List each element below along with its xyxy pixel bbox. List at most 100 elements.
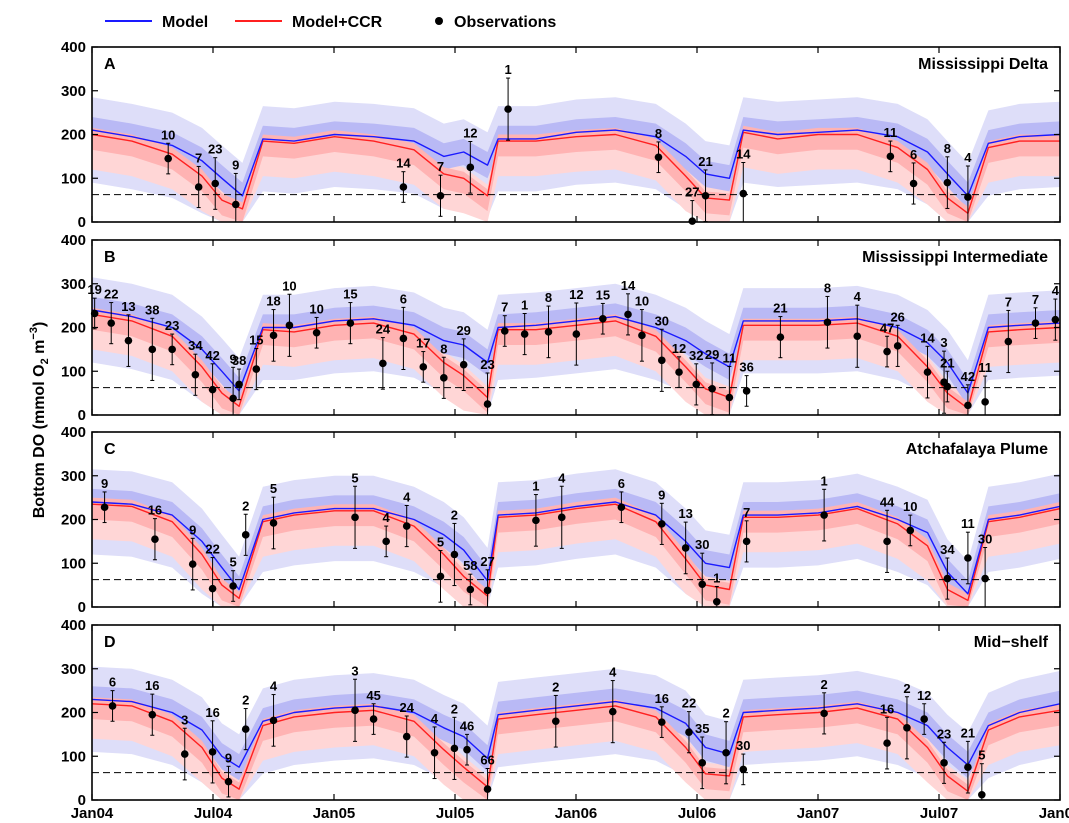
observation-count-label: 2 bbox=[242, 693, 249, 708]
observation-count-label: 8 bbox=[944, 141, 951, 156]
observation-count-label: 26 bbox=[890, 309, 904, 324]
observation-point bbox=[466, 585, 475, 594]
observation-point bbox=[229, 582, 237, 590]
observation-point bbox=[658, 718, 666, 726]
observation-count-label: 1 bbox=[504, 62, 511, 77]
observation-count-label: 6 bbox=[618, 476, 625, 491]
observation-point bbox=[483, 586, 492, 595]
observation-point bbox=[712, 597, 721, 606]
legend-label: Observations bbox=[454, 14, 556, 31]
panel-letter: C bbox=[104, 441, 116, 458]
observation-count-label: 15 bbox=[343, 287, 357, 302]
observation-point bbox=[379, 359, 387, 368]
observation-count-label: 4 bbox=[609, 665, 617, 680]
y-axis-label: Bottom DO (mmol O2 m−3) bbox=[28, 322, 51, 519]
observation-point bbox=[776, 333, 785, 341]
observation-count-label: 13 bbox=[121, 299, 135, 314]
observation-count-label: 16 bbox=[145, 678, 159, 693]
observation-count-label: 22 bbox=[104, 287, 118, 302]
observation-count-label: 24 bbox=[399, 700, 414, 715]
model-ccr-range-band-inner bbox=[92, 697, 1060, 800]
y-tick-label: 200 bbox=[61, 512, 86, 529]
observation-point bbox=[351, 706, 359, 715]
observation-count-label: 12 bbox=[672, 341, 686, 356]
observation-point bbox=[624, 310, 632, 319]
observation-count-label: 2 bbox=[451, 701, 458, 716]
observation-count-label: 7 bbox=[195, 150, 202, 165]
observation-count-label: 45 bbox=[366, 688, 380, 703]
observation-point bbox=[450, 744, 459, 753]
observation-point bbox=[208, 584, 217, 593]
observation-point bbox=[978, 790, 986, 799]
observation-count-label: 9 bbox=[232, 157, 239, 172]
y-tick-label: 0 bbox=[78, 599, 86, 616]
observation-count-label: 2 bbox=[242, 498, 249, 513]
observation-count-label: 5 bbox=[437, 535, 444, 550]
observation-count-label: 9 bbox=[101, 476, 108, 491]
observation-point bbox=[981, 574, 989, 583]
observation-count-label: 19 bbox=[87, 282, 101, 297]
observation-point bbox=[722, 748, 730, 757]
observation-point bbox=[608, 707, 617, 716]
panel-title: Atchafalaya Plume bbox=[906, 441, 1048, 458]
observation-point bbox=[500, 327, 509, 335]
panel-title: Mississippi Delta bbox=[918, 56, 1048, 73]
observation-point bbox=[886, 152, 895, 161]
model-line bbox=[92, 698, 1060, 768]
panel-letter: D bbox=[104, 634, 116, 651]
observation-count-label: 4 bbox=[558, 470, 566, 485]
observation-point bbox=[551, 717, 560, 726]
y-tick-label: 0 bbox=[78, 792, 86, 809]
observation-count-label: 21 bbox=[773, 301, 787, 316]
y-tick-label: 200 bbox=[61, 320, 86, 337]
observation-count-label: 5 bbox=[978, 748, 985, 763]
observation-count-label: 2 bbox=[821, 677, 828, 692]
observation-count-label: 10 bbox=[282, 278, 296, 293]
y-tick-label: 400 bbox=[61, 39, 86, 56]
observation-point bbox=[981, 398, 989, 406]
observation-point bbox=[923, 368, 932, 376]
observation-point bbox=[820, 709, 828, 718]
observation-count-label: 10 bbox=[161, 127, 175, 142]
legend-marker bbox=[435, 17, 443, 25]
y-tick-label: 200 bbox=[61, 705, 86, 722]
observation-point bbox=[436, 191, 445, 200]
model-ccr-range-band-inner bbox=[92, 125, 1060, 222]
x-tick-label: Jan04 bbox=[71, 805, 114, 822]
y-tick-label: 100 bbox=[61, 363, 86, 380]
y-tick-label: 0 bbox=[78, 214, 86, 231]
observation-point bbox=[440, 374, 448, 382]
legend-label: Model+CCR bbox=[292, 14, 383, 31]
observation-point bbox=[168, 345, 176, 354]
observation-point bbox=[235, 380, 243, 389]
observation-count-label: 38 bbox=[145, 302, 159, 317]
observation-count-label: 8 bbox=[545, 290, 552, 305]
observation-count-label: 7 bbox=[1032, 292, 1039, 307]
observation-count-label: 2 bbox=[903, 681, 910, 696]
observation-point bbox=[964, 554, 972, 562]
observation-point bbox=[369, 715, 378, 723]
observation-point bbox=[504, 105, 512, 113]
observation-count-label: 10 bbox=[903, 499, 917, 514]
observation-count-label: 14 bbox=[621, 278, 636, 293]
observation-point bbox=[685, 728, 693, 736]
y-tick-label: 400 bbox=[61, 617, 86, 634]
observation-point bbox=[883, 739, 891, 747]
observation-point bbox=[483, 400, 492, 408]
observation-count-label: 5 bbox=[230, 555, 237, 570]
observation-point bbox=[688, 217, 697, 225]
observation-count-label: 17 bbox=[416, 336, 430, 351]
observation-count-label: 4 bbox=[270, 679, 278, 694]
legend-label: Model bbox=[162, 14, 208, 31]
observation-point bbox=[654, 153, 663, 162]
observation-point bbox=[402, 732, 411, 741]
observation-point bbox=[269, 716, 278, 725]
legend-entry-1: Model+CCR bbox=[235, 14, 383, 31]
observation-point bbox=[557, 513, 566, 522]
observation-point bbox=[208, 385, 217, 394]
observation-point bbox=[1004, 337, 1013, 346]
x-tick-label: Jul04 bbox=[194, 805, 233, 822]
observation-point bbox=[180, 750, 189, 758]
observation-count-label: 16 bbox=[205, 705, 219, 720]
